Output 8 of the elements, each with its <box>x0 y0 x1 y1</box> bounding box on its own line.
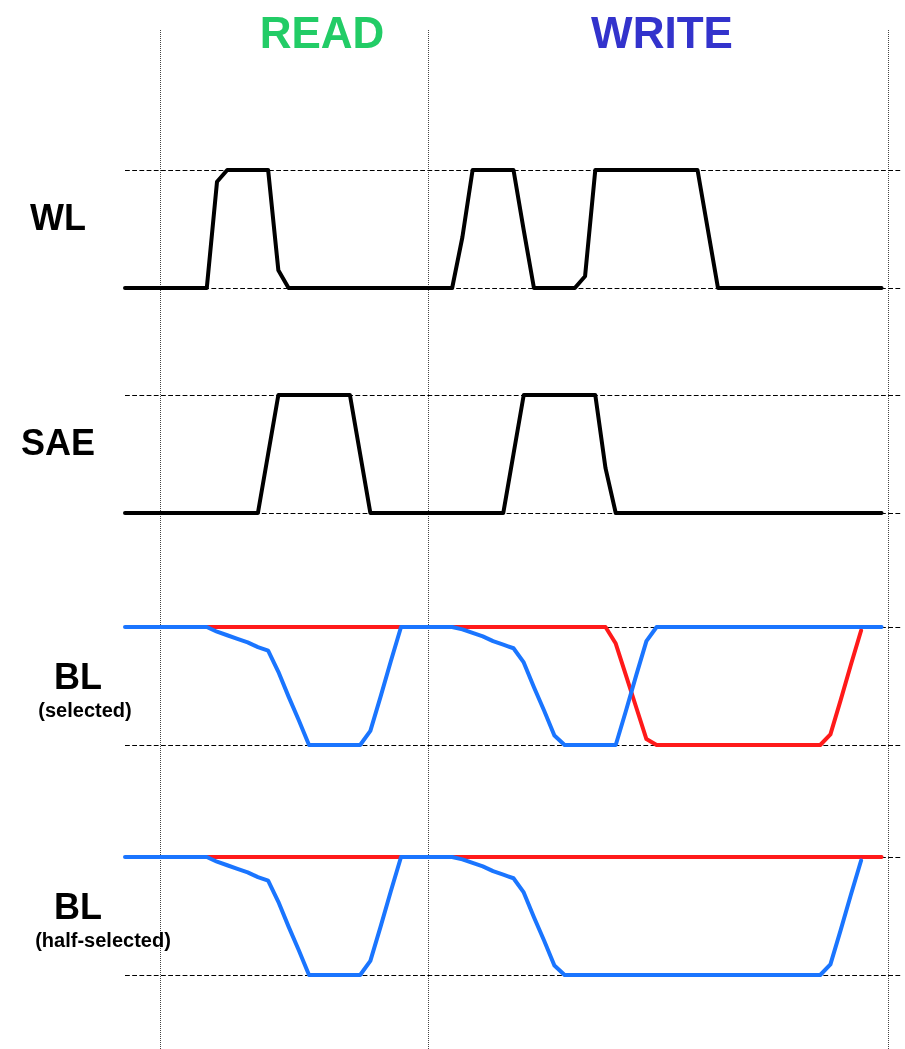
y-axis-title: WL <box>30 196 86 238</box>
annotation: (selected) <box>38 699 132 721</box>
text: READ <box>259 7 385 57</box>
y-axis-title: SAE <box>20 421 96 463</box>
text: WRITE <box>591 7 733 57</box>
annotation: (half-selected) <box>35 929 171 951</box>
y-axis-title: BL <box>54 885 102 927</box>
y-axis-title: BL <box>54 655 102 697</box>
